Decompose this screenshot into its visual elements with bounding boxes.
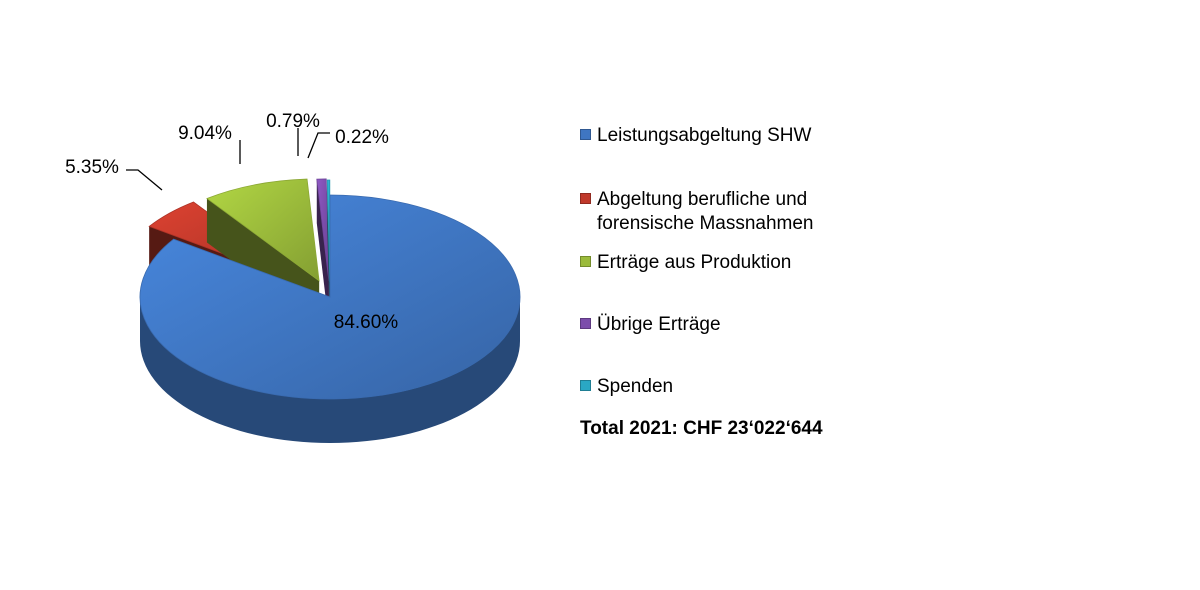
pie-slice-top (316, 178, 330, 281)
legend: Leistungsabgeltung SHW Abgeltung berufli… (580, 0, 1180, 590)
pie-slice (316, 178, 330, 325)
pie-slice-top (326, 179, 331, 282)
legend-label: Übrige Erträge (597, 314, 721, 335)
leader-line (307, 132, 330, 159)
pie-slice-wall (140, 297, 520, 443)
leader-line (126, 169, 163, 191)
legend-swatch-icon (580, 193, 591, 204)
legend-item-spenden: Spenden (580, 375, 673, 399)
pie-slice-side (316, 179, 329, 325)
legend-swatch-icon (580, 318, 591, 329)
pie-slice (326, 179, 331, 326)
legend-item-uebrige: Übrige Erträge (580, 313, 721, 337)
legend-swatch-icon (580, 380, 591, 391)
legend-swatch-icon (580, 256, 591, 267)
pie-slice-top (206, 178, 320, 282)
legend-item-abgeltung: Abgeltung berufliche und forensische Mas… (580, 188, 814, 236)
legend-swatch-icon (580, 129, 591, 140)
pie-chart: 84.60% 5.35% 9.04% 0.79% 0.22% (65, 111, 521, 443)
data-label: 9.04% (178, 123, 232, 144)
total-label: Total 2021: CHF 23‘022‘644 (580, 418, 823, 439)
legend-label: Erträge aus Produktion (597, 252, 792, 273)
legend-item-produktion: Erträge aus Produktion (580, 251, 791, 275)
legend-item-leistungsabgeltung: Leistungsabgeltung SHW (580, 124, 811, 148)
pie-slice (139, 194, 521, 443)
legend-label: Abgeltung berufliche und forensische Mas… (597, 189, 814, 234)
data-label: 0.79% (266, 111, 320, 132)
legend-label: Leistungsabgeltung SHW (597, 125, 812, 146)
data-label: 5.35% (65, 157, 119, 178)
legend-label: Spenden (597, 376, 674, 397)
data-label: 84.60% (334, 312, 399, 333)
pie-slice-top (139, 194, 521, 400)
data-label: 0.22% (335, 127, 389, 148)
